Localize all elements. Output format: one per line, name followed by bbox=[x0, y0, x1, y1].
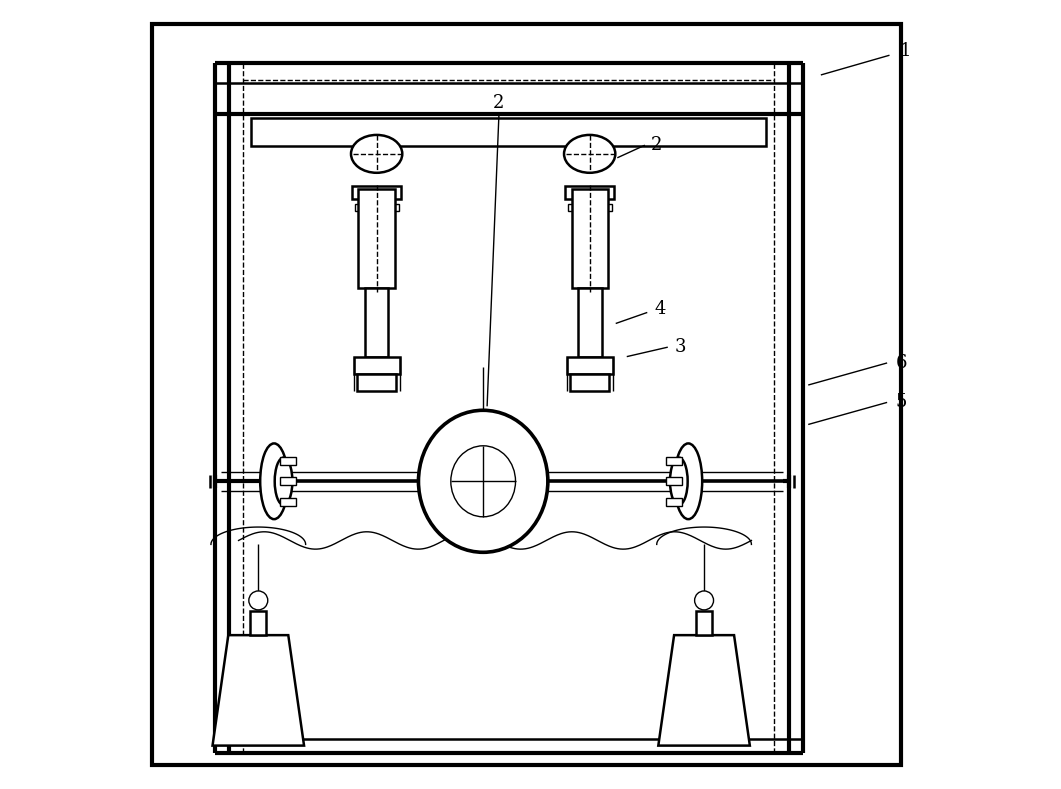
Bar bbox=[365, 288, 388, 357]
Bar bbox=[568, 204, 612, 211]
Bar bbox=[578, 288, 602, 357]
Bar bbox=[566, 186, 614, 199]
Bar bbox=[666, 477, 682, 485]
Bar bbox=[567, 357, 612, 374]
Bar bbox=[280, 457, 296, 465]
Ellipse shape bbox=[275, 458, 293, 505]
Text: 3: 3 bbox=[675, 338, 686, 356]
Bar bbox=[250, 611, 266, 635]
Polygon shape bbox=[212, 635, 305, 746]
Circle shape bbox=[249, 591, 267, 610]
Ellipse shape bbox=[351, 135, 402, 173]
Bar bbox=[356, 374, 397, 391]
Polygon shape bbox=[658, 635, 750, 746]
Bar bbox=[696, 611, 712, 635]
Ellipse shape bbox=[418, 410, 547, 552]
Bar bbox=[280, 498, 296, 506]
Bar bbox=[251, 118, 766, 146]
Circle shape bbox=[695, 591, 714, 610]
Ellipse shape bbox=[451, 446, 516, 517]
Ellipse shape bbox=[564, 135, 615, 173]
Text: 4: 4 bbox=[655, 301, 666, 318]
Bar bbox=[666, 498, 682, 506]
Text: 1: 1 bbox=[900, 43, 911, 60]
Ellipse shape bbox=[675, 443, 702, 519]
Text: 2: 2 bbox=[651, 136, 662, 154]
Bar bbox=[572, 189, 608, 288]
Text: 2: 2 bbox=[493, 94, 505, 111]
Ellipse shape bbox=[260, 443, 288, 519]
Bar bbox=[354, 204, 399, 211]
Text: 5: 5 bbox=[895, 394, 907, 411]
Bar bbox=[666, 457, 682, 465]
Bar bbox=[353, 357, 400, 374]
Bar bbox=[280, 477, 296, 485]
Bar bbox=[359, 189, 395, 288]
Ellipse shape bbox=[669, 458, 688, 505]
Bar bbox=[570, 374, 609, 391]
Text: 6: 6 bbox=[895, 354, 907, 372]
Bar bbox=[352, 186, 401, 199]
